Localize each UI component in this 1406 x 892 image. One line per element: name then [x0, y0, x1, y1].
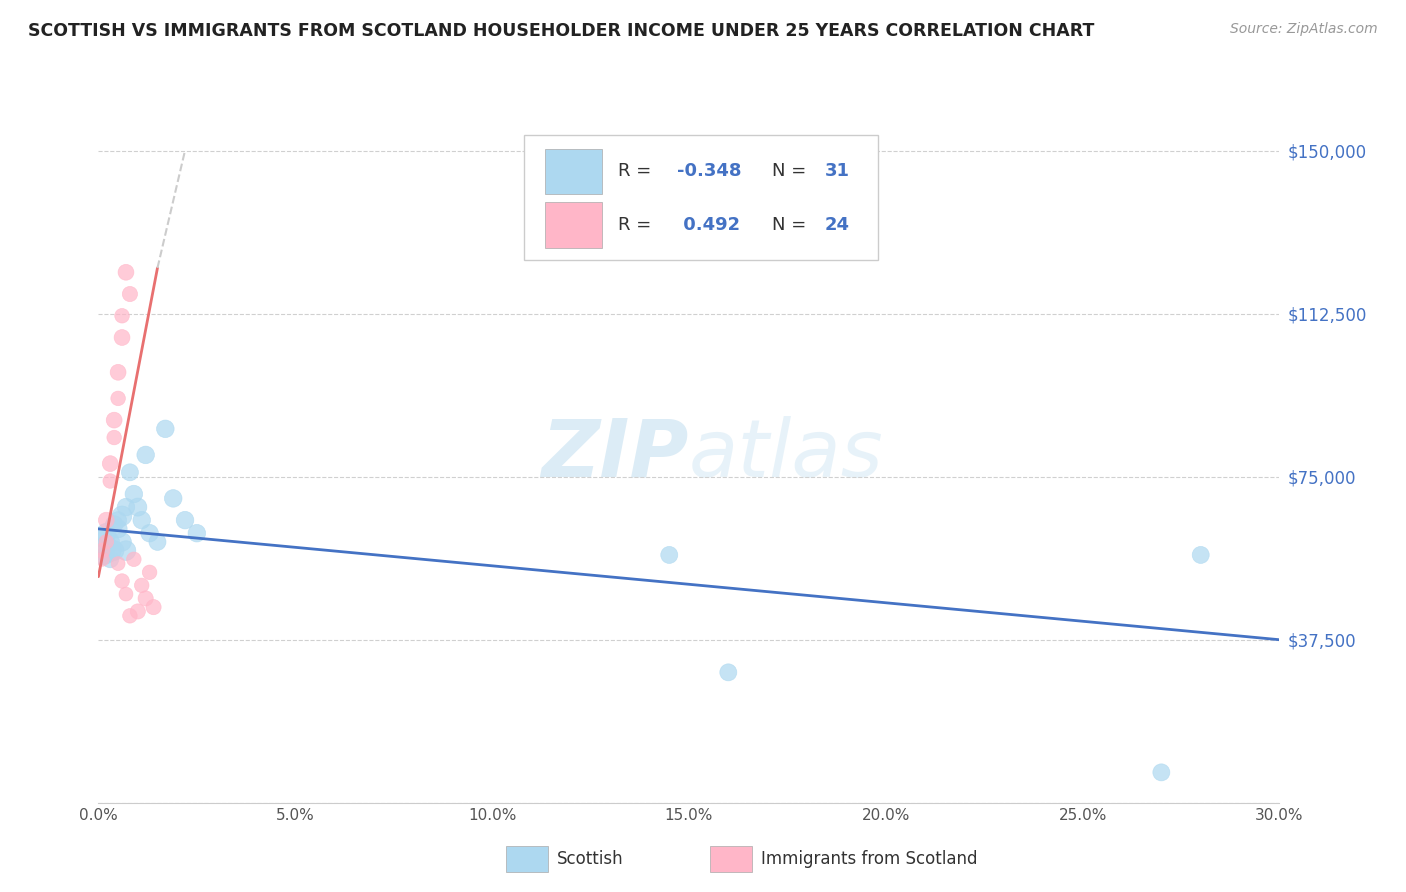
Point: [658, 548, 681, 562]
Text: atlas: atlas: [689, 416, 884, 494]
Point: [118, 608, 141, 623]
Point: [135, 448, 157, 462]
Point: [98, 474, 121, 488]
Point: [98, 543, 121, 558]
Point: [91, 531, 114, 545]
FancyBboxPatch shape: [546, 202, 602, 248]
Point: [107, 522, 129, 536]
Point: [131, 578, 153, 592]
Point: [142, 600, 165, 615]
Point: [98, 535, 121, 549]
Text: R =: R =: [619, 162, 657, 180]
Point: [103, 413, 125, 427]
Point: [717, 665, 740, 680]
Point: [135, 591, 157, 606]
Point: [162, 491, 184, 506]
Text: -0.348: -0.348: [678, 162, 741, 180]
Text: Immigrants from Scotland: Immigrants from Scotland: [761, 850, 977, 868]
Text: 31: 31: [825, 162, 849, 180]
Point: [118, 287, 141, 301]
Point: [155, 422, 177, 436]
Point: [96, 539, 118, 553]
Point: [138, 566, 160, 580]
FancyBboxPatch shape: [523, 135, 877, 260]
Point: [122, 552, 145, 566]
Point: [103, 543, 125, 558]
Point: [115, 500, 138, 514]
Point: [115, 265, 138, 279]
Point: [127, 605, 149, 619]
Point: [103, 517, 125, 532]
Text: ZIP: ZIP: [541, 416, 689, 494]
FancyBboxPatch shape: [546, 149, 602, 194]
Text: 24: 24: [825, 217, 849, 235]
Point: [122, 487, 145, 501]
Point: [174, 513, 197, 527]
Point: [96, 526, 118, 541]
Point: [186, 526, 208, 541]
Point: [107, 557, 129, 571]
Point: [127, 500, 149, 514]
Text: Scottish: Scottish: [557, 850, 623, 868]
Point: [115, 587, 138, 601]
Point: [91, 543, 114, 558]
Point: [111, 309, 134, 323]
Text: N =: N =: [772, 217, 811, 235]
Point: [91, 552, 114, 566]
Text: SCOTTISH VS IMMIGRANTS FROM SCOTLAND HOUSEHOLDER INCOME UNDER 25 YEARS CORRELATI: SCOTTISH VS IMMIGRANTS FROM SCOTLAND HOU…: [28, 22, 1094, 40]
Text: R =: R =: [619, 217, 657, 235]
Text: 0.492: 0.492: [678, 217, 740, 235]
Point: [118, 466, 141, 480]
Point: [107, 365, 129, 379]
Point: [1189, 548, 1212, 562]
Point: [138, 526, 160, 541]
Point: [146, 535, 169, 549]
Point: [111, 574, 134, 588]
Point: [111, 535, 134, 549]
Text: N =: N =: [772, 162, 811, 180]
Point: [96, 535, 118, 549]
Point: [96, 548, 118, 562]
Point: [98, 552, 121, 566]
Point: [98, 457, 121, 471]
Point: [96, 513, 118, 527]
Point: [107, 392, 129, 406]
Point: [1150, 765, 1173, 780]
Point: [111, 508, 134, 523]
Point: [115, 543, 138, 558]
Point: [107, 513, 129, 527]
Text: Source: ZipAtlas.com: Source: ZipAtlas.com: [1230, 22, 1378, 37]
Point: [103, 431, 125, 445]
Point: [111, 330, 134, 344]
Point: [131, 513, 153, 527]
Point: [91, 548, 114, 562]
